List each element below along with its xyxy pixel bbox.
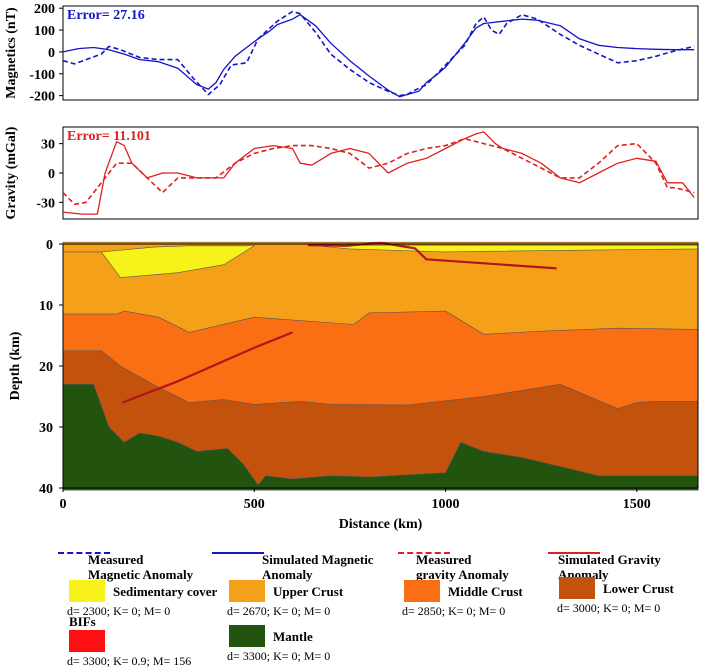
section-y-label: Depth (km) [8, 331, 23, 400]
legend-simulated-magnetic-swatch [212, 552, 264, 554]
legend-simulated-gravity-label-1: Simulated Gravity [558, 552, 661, 567]
section-bifs [121, 241, 557, 404]
section-x-tick-label: 500 [244, 497, 265, 512]
magnetics-frame [62, 5, 699, 101]
legend-upper-crust-swatch [229, 580, 265, 602]
grav-y-tick-label: 0 [48, 167, 55, 182]
magnetics-simulated-series [62, 14, 695, 98]
section-y-ticks: 0 10 20 30 40 [39, 238, 63, 497]
legend-lower-crust-name: Lower Crust [603, 581, 674, 596]
legend-simulated-gravity-swatch [548, 552, 600, 554]
legend-simulated-magnetic-label-1: Simulated Magnetic [262, 552, 374, 567]
magnetics-error-label: Error= 27.16 [67, 8, 145, 23]
section-x-label: Distance (km) [339, 517, 423, 532]
section-panel: 0 10 20 30 40 0 500 1000 1500 Depth (km) Distan… [8, 238, 699, 532]
legend-bifs-swatch [69, 630, 105, 652]
legend: Measured Magnetic Anomaly Simulated Magn… [0, 535, 706, 668]
legend-measured-magnetic-label-1: Measured [88, 552, 144, 567]
legend-upper-crust-props: d= 2670; K= 0; M= 0 [227, 604, 331, 618]
section-y-tick-label: 20 [39, 360, 53, 375]
legend-measured-gravity-swatch [398, 552, 450, 554]
gravity-simulated-series [62, 131, 695, 215]
bif-body [307, 241, 557, 270]
gravity-y-label: Gravity (mGal) [4, 126, 19, 219]
legend-middle-crust-name: Middle Crust [448, 584, 523, 599]
gravity-error-label: Error= 11.101 [67, 129, 151, 144]
mag-y-tick-label: 200 [34, 2, 55, 17]
legend-simulated-magnetic-label-2: Anomaly [262, 567, 313, 582]
legend-sedimentary-cover-name: Sedimentary cover [113, 584, 218, 599]
grav-y-tick-label: -30 [36, 196, 55, 211]
mag-y-tick-label: -200 [29, 90, 55, 105]
section-x-tick-label: 0 [60, 497, 67, 512]
magnetics-measured-series [62, 10, 695, 97]
legend-mantle-props: d= 3300; K= 0; M= 0 [227, 649, 331, 663]
legend-mantle-name: Mantle [273, 629, 313, 644]
mag-y-tick-label: 0 [48, 46, 55, 61]
section-y-tick-label: 30 [39, 421, 53, 436]
legend-bifs-props: d= 3300; K= 0.9; M= 156 [67, 654, 192, 668]
legend-bifs-name: BIFs [69, 614, 96, 629]
gravity-panel: 30 0 -30 Gravity (mGal) Error= 11.101 [4, 126, 699, 220]
legend-measured-gravity-label-1: Measured [416, 552, 472, 567]
section-x-tick-label: 1500 [623, 497, 651, 512]
magnetics-y-label: Magnetics (nT) [4, 7, 19, 99]
legend-upper-crust-name: Upper Crust [273, 584, 344, 599]
legend-middle-crust-props: d= 2850; K= 0; M= 0 [402, 604, 506, 618]
gravity-y-ticks: 30 0 -30 [36, 138, 63, 211]
section-x-ticks: 0 500 1000 1500 [60, 488, 651, 512]
legend-measured-gravity-label-2: gravity Anomaly [416, 567, 509, 582]
mag-y-tick-label: -100 [29, 68, 55, 83]
legend-sedimentary-cover-swatch [69, 580, 105, 602]
legend-measured-magnetic-label-2: Magnetic Anomaly [88, 567, 194, 582]
section-layers [62, 241, 699, 491]
mantle-layer [62, 383, 699, 491]
legend-mantle-swatch [229, 625, 265, 647]
gravity-measured-series [62, 137, 695, 206]
magnetics-y-ticks: 200 100 0 -100 -200 [29, 2, 63, 105]
legend-lower-crust-props: d= 3000; K= 0; M= 0 [557, 601, 661, 615]
section-y-tick-label: 10 [39, 299, 53, 314]
legend-sedimentary-cover-props: d= 2300; K= 0; M= 0 [67, 604, 171, 618]
legend-measured-magnetic-swatch [58, 552, 110, 554]
magnetics-panel: 200 100 0 -100 -200 Magnetics (nT) Error= 27… [4, 2, 699, 105]
section-y-tick-label: 0 [46, 238, 53, 253]
sedimentary-cover-layer [63, 244, 255, 278]
mag-y-tick-label: 100 [34, 24, 55, 39]
bif-body [121, 331, 293, 404]
section-y-tick-label: 40 [39, 482, 53, 497]
gravity-frame [62, 126, 699, 220]
legend-middle-crust-swatch [404, 580, 440, 602]
section-x-tick-label: 1000 [432, 497, 460, 512]
grav-y-tick-label: 30 [41, 138, 55, 153]
legend-lower-crust-swatch [559, 577, 595, 599]
